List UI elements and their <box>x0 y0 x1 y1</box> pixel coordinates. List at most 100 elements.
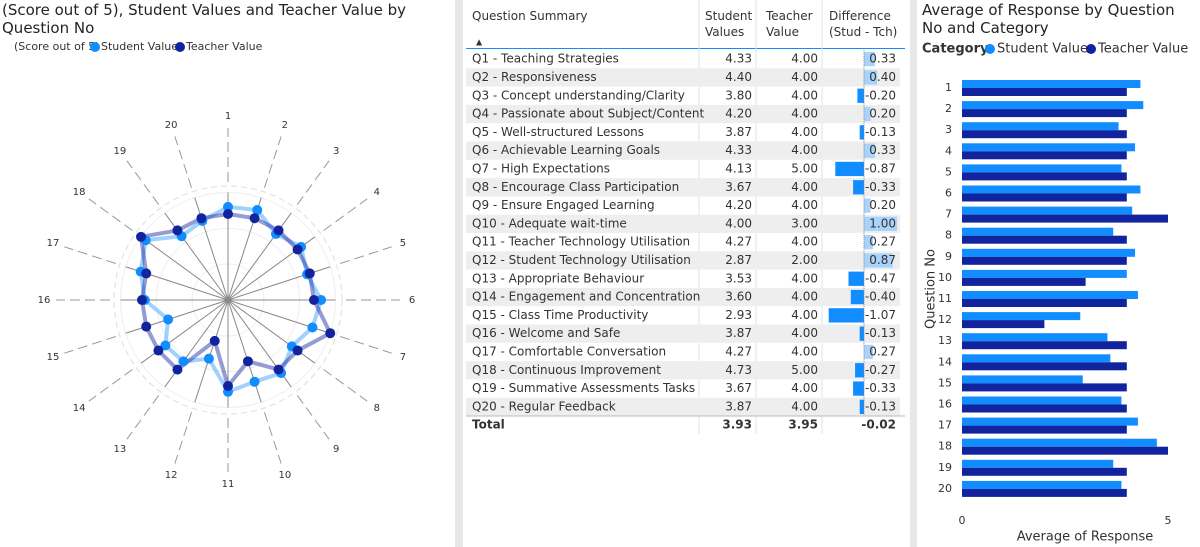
table-number: 4.00 <box>791 107 818 121</box>
bar <box>962 130 1127 139</box>
y-tick-label: 15 <box>938 376 952 389</box>
table-text: Q9 - Ensure Engaged Learning <box>472 198 655 212</box>
table-number: 1.00 <box>869 216 896 230</box>
radar-point <box>307 322 318 333</box>
table-text: Q13 - Appropriate Behaviour <box>472 271 644 285</box>
column-header: Student Values <box>705 9 753 39</box>
table-number: 4.27 <box>725 235 752 249</box>
legend-marker <box>1086 44 1096 54</box>
table-number: -0.47 <box>865 271 896 285</box>
leader <box>64 246 116 265</box>
table-number: 4.00 <box>791 70 818 84</box>
axis-label: 20 <box>165 120 178 131</box>
bar <box>962 172 1127 181</box>
radar-point <box>242 356 253 367</box>
bar <box>962 312 1081 321</box>
table-number: 4.00 <box>791 143 818 157</box>
radar-point <box>292 244 303 255</box>
bar <box>962 122 1119 131</box>
bar <box>962 341 1127 350</box>
axis-label: 17 <box>47 238 60 249</box>
bar <box>962 467 1127 476</box>
bar <box>962 375 1083 384</box>
outer-ring <box>113 185 343 415</box>
table-number: 4.20 <box>725 107 752 121</box>
axis-label: 6 <box>409 295 415 306</box>
legend-title: Category <box>922 42 989 57</box>
leader <box>174 136 193 188</box>
data-bar <box>848 271 864 286</box>
table-text: Q5 - Well-structured Lessons <box>472 125 644 139</box>
data-bar <box>864 253 893 268</box>
y-tick-label: 5 <box>945 165 952 178</box>
axis-label: 9 <box>333 444 339 455</box>
bar <box>962 480 1122 489</box>
bar <box>962 235 1127 244</box>
table-number: 4.00 <box>791 180 818 194</box>
leader <box>64 335 116 354</box>
table-number: 3.95 <box>788 418 818 432</box>
axis-label: 4 <box>374 187 380 198</box>
y-tick-label: 6 <box>945 187 952 200</box>
bar <box>962 101 1144 110</box>
axis-label: 18 <box>73 187 86 198</box>
bar <box>962 193 1127 202</box>
leader <box>323 198 368 232</box>
radar-point <box>178 356 189 367</box>
leader <box>88 368 133 402</box>
table-number: 0.27 <box>869 235 896 249</box>
sort-arrow: ▲ <box>476 38 483 47</box>
row-band <box>466 104 900 124</box>
x-tick-label: 0 <box>959 514 966 527</box>
bar <box>962 446 1168 455</box>
legend-label: Student Values <box>101 40 184 53</box>
bar <box>962 425 1127 434</box>
bar <box>962 362 1127 371</box>
column-header: Difference (Stud - Tch) <box>829 9 898 39</box>
data-bar <box>859 125 864 140</box>
table-number: 0.20 <box>869 198 896 212</box>
y-tick-label: 2 <box>945 102 952 115</box>
y-tick-label: 12 <box>938 313 952 326</box>
table-number: 5.00 <box>791 363 818 377</box>
bar <box>962 227 1114 236</box>
axis-label: 14 <box>73 403 86 414</box>
table-text: Q7 - High Expectations <box>472 161 610 175</box>
radar-point <box>273 364 284 375</box>
y-tick-label: 1 <box>945 81 952 94</box>
y-tick-label: 7 <box>945 208 952 221</box>
data-bar <box>859 326 864 341</box>
table-number: -0.33 <box>865 381 896 395</box>
spoke <box>140 236 229 301</box>
axis-label: 11 <box>222 479 235 490</box>
data-bar <box>864 143 875 158</box>
radar-point <box>252 205 263 216</box>
data-bar <box>864 235 873 250</box>
legend-label: Teacher Value <box>1097 42 1188 57</box>
bar <box>962 333 1108 342</box>
radar-point <box>304 268 315 279</box>
table-number: 2.93 <box>725 308 752 322</box>
axis-label: 15 <box>47 352 60 363</box>
radar-point <box>203 353 214 364</box>
radar-point <box>209 335 220 346</box>
radar-point <box>141 268 152 279</box>
leader <box>340 246 392 265</box>
table-text: Q4 - Passionate about Subject/Content <box>472 107 704 121</box>
table-number: 4.00 <box>791 198 818 212</box>
bar <box>962 299 1127 307</box>
data-bar <box>859 399 864 414</box>
data-bar <box>864 216 897 231</box>
table-number: 4.40 <box>725 70 752 84</box>
bar <box>962 488 1127 497</box>
table-number: 4.00 <box>791 308 818 322</box>
table-number: 4.27 <box>725 344 752 358</box>
data-bar <box>864 344 873 360</box>
y-tick-label: 19 <box>938 461 952 474</box>
radar-point <box>196 213 207 224</box>
data-bar <box>864 106 871 122</box>
radar-point <box>172 364 183 375</box>
axis-label: 7 <box>400 352 406 363</box>
spoke <box>194 299 229 403</box>
